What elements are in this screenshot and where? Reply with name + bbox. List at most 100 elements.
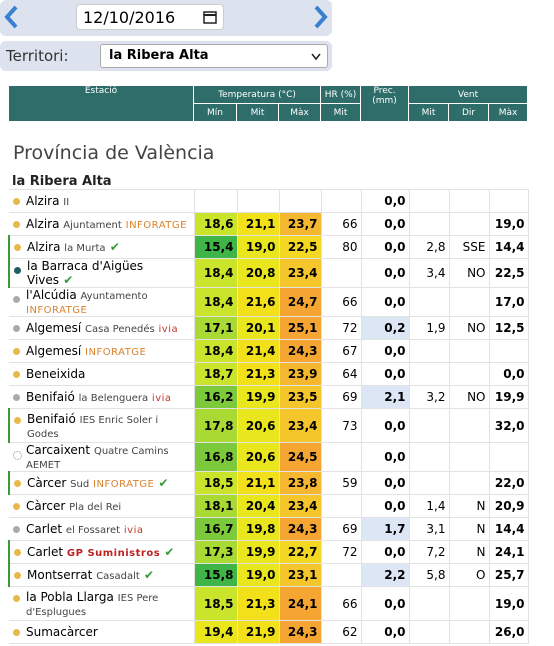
value-cell: 16,2	[193, 385, 238, 409]
value: 0,0	[384, 418, 406, 433]
value-cell	[488, 442, 529, 472]
station-name: la Barraca d'Aigües Vives	[27, 259, 144, 287]
station-row: Sumacàrcer 19,4 21,9 24,3 62 0,0 26,0	[9, 620, 529, 644]
status-dot	[14, 572, 21, 579]
value-cell: 22,5	[488, 258, 529, 288]
status-dot	[14, 549, 21, 556]
value-cell: 0,2	[360, 316, 410, 340]
value: 20,6	[245, 418, 276, 433]
station-cell: Benifaió IES Enric Soler i Godes	[8, 408, 195, 443]
status-dot	[13, 526, 20, 533]
value: 0,0	[384, 625, 406, 639]
value-cell	[320, 442, 362, 472]
station-cell: Benifaió la Belenguera ivia	[9, 385, 195, 409]
value-cell	[448, 362, 490, 386]
station-sub: la Murta	[64, 243, 106, 254]
status-dot	[13, 296, 20, 303]
verified-check: ✔	[160, 545, 175, 559]
status-dot	[13, 221, 20, 228]
value-cell: 67	[320, 339, 362, 363]
prev-day[interactable]	[2, 4, 22, 30]
value: 0,2	[384, 321, 406, 335]
value-cell: 3,2	[408, 385, 450, 409]
value-cell: 3,4	[408, 258, 450, 288]
value-cell	[448, 408, 490, 443]
value-cell: 21,3	[236, 586, 280, 621]
value-cell: 21,1	[236, 212, 280, 236]
station-name: Carcaixent	[26, 443, 91, 457]
value-cell: 2,8	[408, 235, 450, 259]
station-brand: INFORATGE	[125, 220, 187, 231]
value-cell: 24,3	[278, 620, 322, 644]
value: 18,5	[203, 476, 234, 490]
subcol: Mín	[193, 103, 237, 122]
value-cell	[408, 620, 450, 644]
value-cell: 18,5	[193, 471, 238, 495]
status-dot	[14, 417, 21, 424]
value-cell: 1,7	[360, 517, 410, 541]
date-bar: 12/10/2016	[0, 0, 332, 36]
station-sub: II	[63, 197, 70, 208]
station-row: l'Alcúdia Ayuntamento INFORATGE 18,4 21,6 2…	[9, 287, 529, 317]
value-cell	[488, 339, 529, 363]
value-cell: 16,8	[193, 442, 238, 472]
value-cell: 23,4	[278, 408, 322, 443]
value: 2,8	[426, 240, 446, 254]
value-cell: 15,4	[193, 235, 238, 259]
status-dot	[14, 267, 21, 274]
value: 25,7	[494, 568, 525, 582]
value-cell: SSE	[448, 235, 490, 259]
province-title: Província de València	[13, 142, 215, 164]
value-cell	[408, 586, 450, 621]
value: 73	[342, 418, 358, 433]
value-cell: 66	[320, 586, 362, 621]
value-cell: 1,4	[408, 494, 450, 518]
value-cell: 23,1	[278, 563, 322, 587]
station-row: la Pobla Llarga IES Pere d'Esplugues 18,5…	[9, 586, 529, 621]
value: 62	[342, 625, 358, 639]
value-cell: 24,5	[278, 442, 322, 472]
value: O	[476, 568, 486, 582]
territory-select[interactable]: la Ribera Alta	[100, 44, 328, 68]
station-row: Carlet el Fossaret ivia 16,7 19,8 24,3 69 1,7…	[9, 517, 529, 541]
value-cell: 24,3	[278, 339, 322, 363]
value: 19,0	[245, 240, 276, 254]
value-cell: 0,0	[360, 258, 410, 288]
value: 18,4	[203, 266, 234, 280]
value-cell: 21,4	[236, 339, 280, 363]
station-sub: el Fossaret	[65, 525, 121, 536]
date-input[interactable]: 12/10/2016	[76, 4, 224, 30]
value-cell: NO	[448, 258, 490, 288]
station-cell: Montserrat Casadalt ✔	[8, 563, 195, 587]
value: 23,4	[287, 418, 318, 433]
value-cell: 0,0	[360, 471, 410, 495]
value: 24,1	[494, 545, 525, 559]
value-cell: 1,9	[408, 316, 450, 340]
value-cell	[448, 471, 490, 495]
value: NO	[467, 321, 486, 335]
next-day[interactable]	[310, 4, 330, 30]
region-title: la Ribera Alta	[12, 174, 112, 189]
value: 23,7	[287, 217, 318, 231]
value-cell: 23,5	[278, 385, 322, 409]
value-cell: 14,4	[488, 235, 529, 259]
value-cell: 17,0	[488, 287, 529, 317]
verified-check: ✔	[105, 240, 120, 254]
value-cell	[448, 339, 490, 363]
value-cell: 0,0	[360, 408, 410, 443]
value: 1,4	[426, 499, 446, 513]
calendar-icon[interactable]	[203, 10, 217, 24]
value-cell: 80	[320, 235, 362, 259]
station-name: Sumacàrcer	[26, 625, 98, 639]
value-cell: 14,4	[488, 517, 529, 541]
station-name: Carlet	[27, 545, 64, 559]
value: N	[476, 545, 486, 559]
value-cell	[408, 408, 450, 443]
station-row: Beneixida 18,7 21,3 23,9 64 0,0 0,0	[9, 362, 529, 386]
station-name: Carlet	[26, 522, 63, 536]
status-dot	[14, 480, 21, 487]
status-dot	[13, 198, 20, 205]
station-brand: ivia	[158, 324, 179, 335]
status-dot	[13, 451, 22, 460]
station-cell: Càrcer Sud INFORATGE ✔	[8, 471, 195, 495]
